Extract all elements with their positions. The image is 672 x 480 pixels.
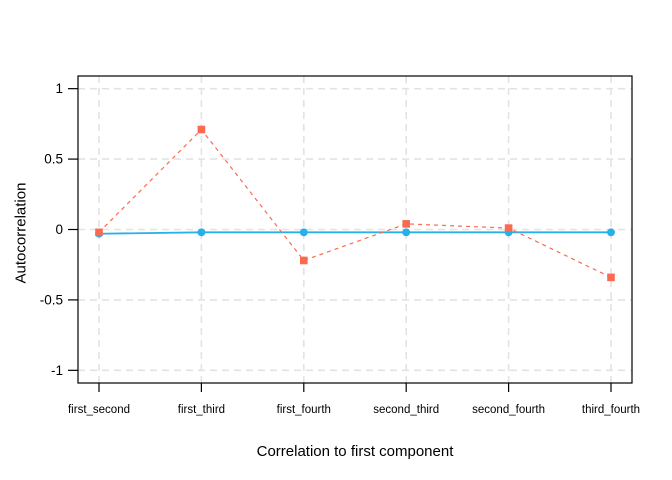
y-tick-label: -0.5 xyxy=(40,292,63,307)
series-line-blue-solid-circles xyxy=(98,231,611,235)
x-tick-label: second_third xyxy=(373,404,439,416)
data-point-red-dashed-squares xyxy=(197,125,206,134)
x-tick-label: first_third xyxy=(178,404,225,416)
x-axis-title: Correlation to first component xyxy=(256,443,454,460)
y-tick-label: 0 xyxy=(55,222,63,237)
data-point-red-dashed-squares xyxy=(504,224,513,232)
y-tick-label: -1 xyxy=(51,363,63,378)
y-tick-label: 0.5 xyxy=(44,152,63,167)
y-tick-label: 1 xyxy=(55,81,63,96)
x-tick-label: first_fourth xyxy=(277,404,331,416)
data-point-red-dashed-squares xyxy=(402,220,410,228)
x-tick-label: second_fourth xyxy=(472,404,545,416)
y-axis-title: Autocorrelation xyxy=(12,182,30,284)
data-point-red-dashed-squares xyxy=(95,228,103,237)
series-line-red-dashed-squares xyxy=(98,128,612,278)
data-point-blue-solid-circles xyxy=(402,228,411,237)
x-tick-label: first_second xyxy=(68,404,130,416)
data-point-blue-solid-circles xyxy=(607,228,615,237)
x-tick-label: third_fourth xyxy=(582,404,640,416)
data-point-blue-solid-circles xyxy=(299,228,308,237)
data-point-red-dashed-squares xyxy=(607,273,615,282)
data-point-blue-solid-circles xyxy=(197,228,206,237)
data-point-red-dashed-squares xyxy=(300,256,308,265)
